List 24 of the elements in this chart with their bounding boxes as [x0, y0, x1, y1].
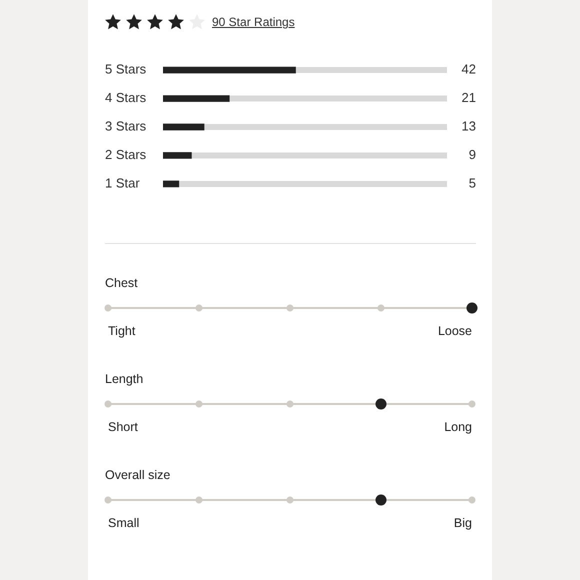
y-tick-label: 4 Stars [105, 90, 147, 106]
chart-title: 90 Star Ratings [212, 15, 295, 29]
y-tick-label: 3 Stars [105, 118, 147, 134]
category-label: Tight [108, 324, 136, 338]
data-label: 21 [462, 90, 476, 106]
y-tick-label: 2 Stars [105, 147, 147, 162]
bar [163, 180, 180, 188]
data-label: 42 [462, 62, 476, 77]
category-label: Short [108, 420, 138, 434]
text: Overall size [105, 468, 170, 482]
category-label: Big [454, 516, 472, 530]
data-label: 13 [462, 118, 476, 134]
data-label: 5 [468, 176, 476, 191]
bar [163, 152, 192, 159]
bar [163, 95, 230, 102]
category-label: Long [444, 420, 472, 434]
category-label: Small [108, 516, 140, 530]
category-label: Loose [438, 324, 472, 338]
text: Length [105, 372, 144, 386]
y-tick-label: 1 Star [105, 176, 140, 191]
data-label: 9 [468, 147, 476, 162]
text: Chest [105, 276, 138, 290]
bar [163, 124, 204, 130]
y-tick-label: 5 Stars [105, 62, 147, 77]
